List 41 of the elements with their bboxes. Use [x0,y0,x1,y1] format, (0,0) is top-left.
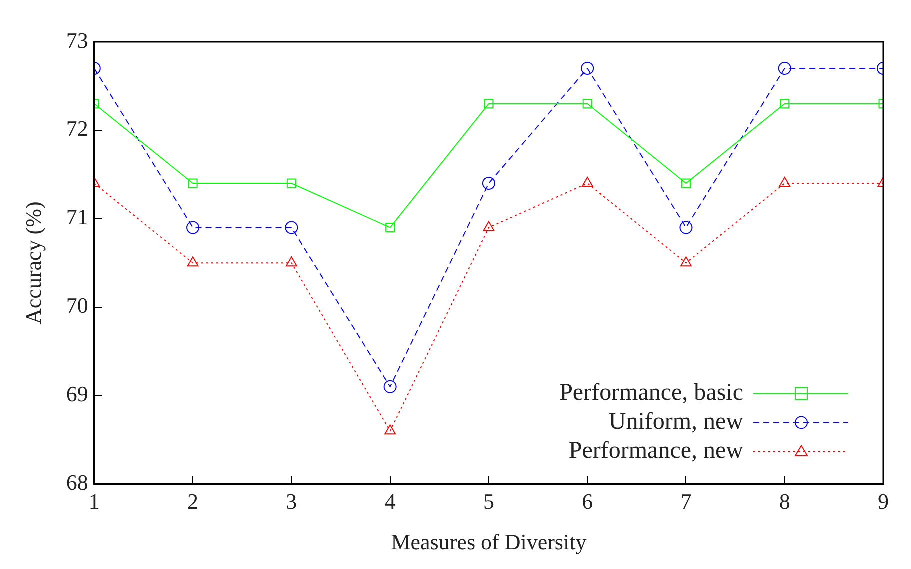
x-tick-label: 2 [188,489,199,514]
point [582,177,594,188]
point [384,380,397,394]
point [482,177,496,190]
point [680,256,692,267]
point [681,178,691,188]
point [186,221,200,234]
point [483,221,495,232]
point [780,99,790,109]
x-tick-label: 1 [88,489,100,514]
legend-label: Performance, new [568,438,744,464]
point [779,177,791,188]
point [581,62,594,76]
y-tick-label: 69 [66,382,88,407]
point [386,222,396,232]
x-tick-label: 7 [680,489,692,514]
x-tick-label: 9 [878,489,889,514]
y-tick-label: 71 [66,204,88,230]
y-tick-label: 70 [66,293,88,318]
point [187,256,199,267]
x-tick-label: 3 [286,489,298,514]
point [582,99,592,109]
y-tick-label: 72 [66,116,88,142]
point [285,221,298,234]
legend-label: Performance, basic [560,380,744,406]
y-tick-label: 73 [66,28,88,53]
x-tick-label: 6 [582,489,594,514]
point [286,178,296,188]
y-axis-title: Accuracy (%) [20,202,46,324]
x-tick-label: 4 [384,489,396,514]
point [484,99,494,109]
point [188,178,198,188]
point [680,221,693,234]
x-tick-label: 5 [483,489,494,514]
x-axis-title: Measures of Diversity [391,530,587,555]
point [286,256,298,267]
y-tick-label: 68 [66,470,88,495]
legend-label: Uniform, new [608,408,744,435]
x-tick-label: 8 [779,489,790,514]
point [778,62,792,76]
point [384,424,396,435]
